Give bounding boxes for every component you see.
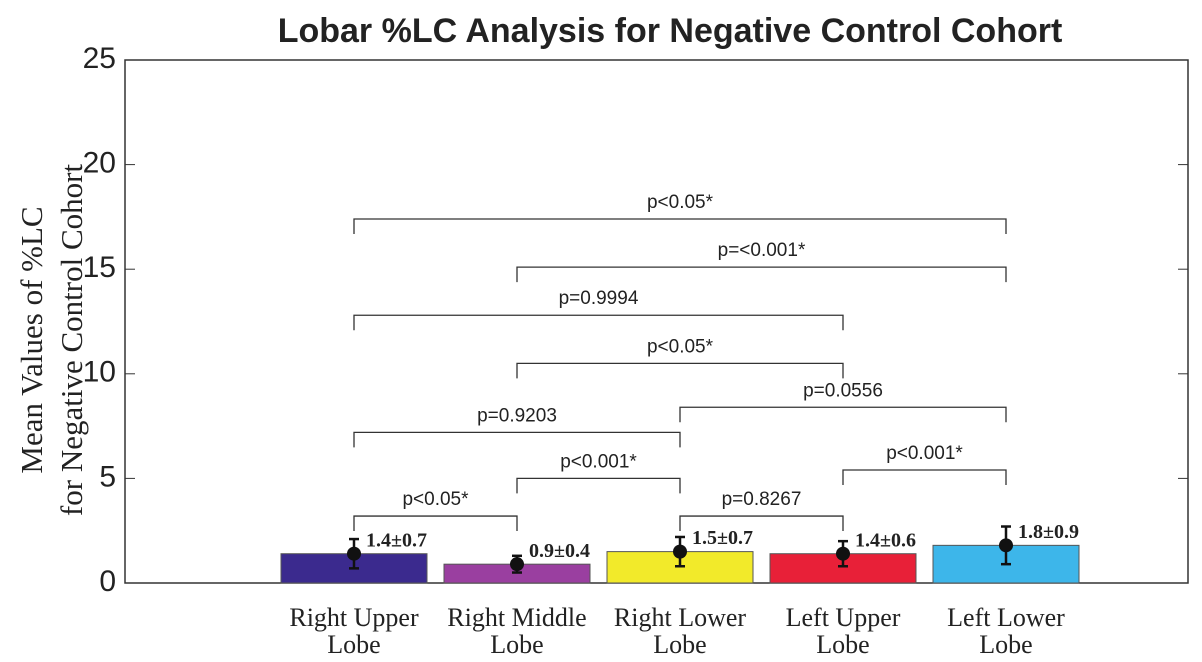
y-tick-label: 10 <box>83 356 116 389</box>
significance-label: p=0.9994 <box>559 288 639 309</box>
significance-bracket <box>353 515 518 532</box>
mean-dot <box>510 557 524 572</box>
significance-label: p=0.0556 <box>803 380 883 401</box>
y-tick-label: 15 <box>83 251 116 284</box>
value-label: 1.5±0.7 <box>692 527 753 549</box>
x-tick-label: Right Lower Lobe <box>613 603 747 659</box>
significance-label: p<0.001* <box>560 451 637 472</box>
significance-bracket <box>516 477 681 494</box>
y-tick-label: 25 <box>83 42 116 75</box>
mean-dot <box>999 538 1013 553</box>
y-tick-label: 20 <box>83 147 116 180</box>
significance-label: p=0.8267 <box>722 489 802 510</box>
chart-title: Lobar %LC Analysis for Negative Control … <box>278 12 1063 50</box>
significance-label: p<0.05* <box>647 336 714 357</box>
value-label: 1.8±0.9 <box>1018 521 1079 543</box>
significance-bracket <box>842 469 1007 486</box>
significance-bracket <box>353 431 681 448</box>
significance-label: p<0.05* <box>402 489 469 510</box>
y-tick-label: 5 <box>99 460 116 493</box>
significance-bracket <box>516 266 1007 283</box>
significance-bracket <box>516 362 844 379</box>
significance-label: p=<0.001* <box>718 240 806 261</box>
mean-dot <box>673 544 687 559</box>
mean-dot <box>836 546 850 561</box>
significance-label: p<0.05* <box>647 192 714 213</box>
significance-label: p=0.9203 <box>477 405 557 426</box>
y-tick-label: 0 <box>99 565 116 598</box>
x-tick-label: Right Middle Lobe <box>447 603 587 659</box>
significance-bracket <box>679 406 1007 423</box>
significance-label: p<0.001* <box>886 443 963 464</box>
y-axis-label: for Negative Control Cohort <box>54 164 89 517</box>
value-label: 1.4±0.6 <box>855 529 916 551</box>
x-tick-label: Left Upper Lobe <box>785 603 901 659</box>
x-tick-label: Right Upper Lobe <box>289 603 419 659</box>
value-label: 0.9±0.4 <box>529 540 590 562</box>
mean-dot <box>347 546 361 561</box>
significance-bracket <box>679 515 844 532</box>
plot-frame <box>124 59 1189 584</box>
significance-bracket <box>353 314 844 331</box>
x-tick-label: Left Lower Lobe <box>947 603 1065 659</box>
significance-bracket <box>353 218 1007 234</box>
value-label: 1.4±0.7 <box>366 529 427 551</box>
y-axis-label: Mean Values of %LC <box>14 206 49 473</box>
